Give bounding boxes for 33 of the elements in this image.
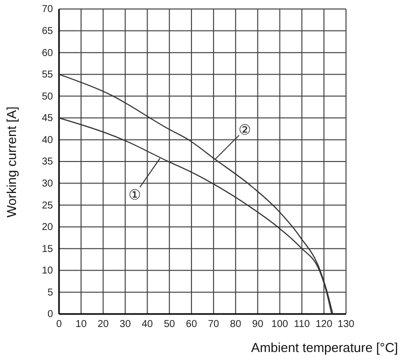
x-tick-label: 10	[76, 319, 88, 330]
x-tick-label: 50	[164, 319, 176, 330]
x-tick-label: 70	[208, 319, 220, 330]
x-tick-label: 110	[294, 319, 310, 330]
y-tick-label: 20	[42, 222, 54, 234]
x-tick-label: 120	[316, 319, 333, 330]
y-tick-label: 25	[42, 200, 54, 212]
y-tick-label: 35	[42, 156, 54, 168]
y-tick-label: 50	[42, 91, 54, 102]
x-tick-label: 130	[338, 319, 355, 330]
y-tick-label: 30	[42, 178, 54, 190]
x-tick-label: 30	[120, 319, 132, 330]
x-axis-title: Ambient temperature [°C]	[251, 340, 398, 355]
y-tick-label: 65	[42, 26, 54, 37]
y-tick-label: 40	[42, 134, 54, 146]
x-tick-label: 20	[98, 319, 110, 330]
y-tick-label: 0	[47, 309, 54, 320]
y-tick-label: 70	[42, 4, 54, 16]
x-tick-label: 90	[252, 319, 264, 330]
y-tick-label: 45	[42, 113, 54, 124]
x-tick-label: 40	[142, 319, 154, 330]
y-tick-label: 55	[42, 70, 54, 81]
y-tick-label: 10	[42, 266, 54, 277]
y-tick-label: 5	[47, 287, 54, 298]
x-tick-label: 80	[230, 319, 242, 330]
x-tick-label: 100	[271, 319, 289, 330]
y-tick-label: 15	[42, 244, 54, 255]
y-axis-title: Working current [A]	[4, 106, 19, 218]
x-tick-label: 0	[56, 319, 62, 330]
annotation: ②	[238, 121, 252, 138]
x-tick-label: 60	[186, 319, 198, 330]
annotation: ①	[128, 186, 142, 202]
y-tick-label: 60	[42, 48, 54, 59]
